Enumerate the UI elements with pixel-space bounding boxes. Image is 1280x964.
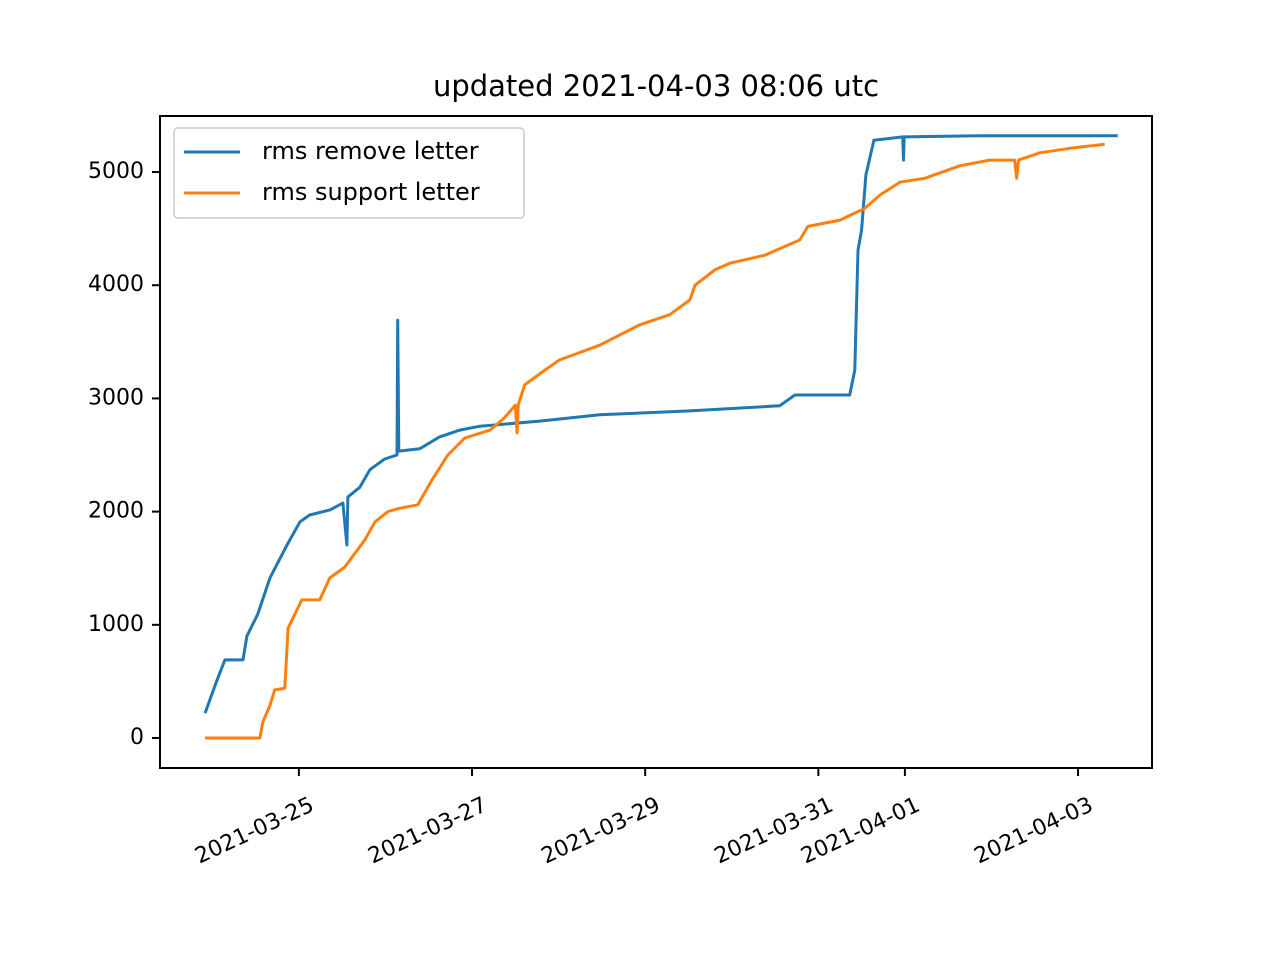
x-tick-label: 2021-03-25: [191, 793, 317, 870]
series-line: [203, 134, 1118, 714]
y-tick-label: 4000: [88, 272, 144, 297]
y-tick-label: 5000: [88, 159, 144, 184]
series-line: [205, 142, 1105, 740]
chart-title: updated 2021-04-03 08:06 utc: [433, 69, 879, 103]
legend-label: rms remove letter: [262, 137, 479, 165]
plot-frame: [159, 115, 1153, 769]
y-tick-label: 1000: [88, 612, 144, 637]
legend-label: rms support letter: [262, 178, 480, 206]
y-tick-label: 0: [130, 725, 144, 750]
x-tick-label: 2021-03-27: [365, 793, 491, 870]
y-tick-label: 2000: [88, 499, 144, 524]
y-tick-label: 3000: [88, 385, 144, 410]
x-tick-label: 2021-03-29: [538, 793, 664, 870]
x-tick-label: 2021-04-03: [971, 793, 1097, 870]
legend-box: [173, 127, 525, 219]
